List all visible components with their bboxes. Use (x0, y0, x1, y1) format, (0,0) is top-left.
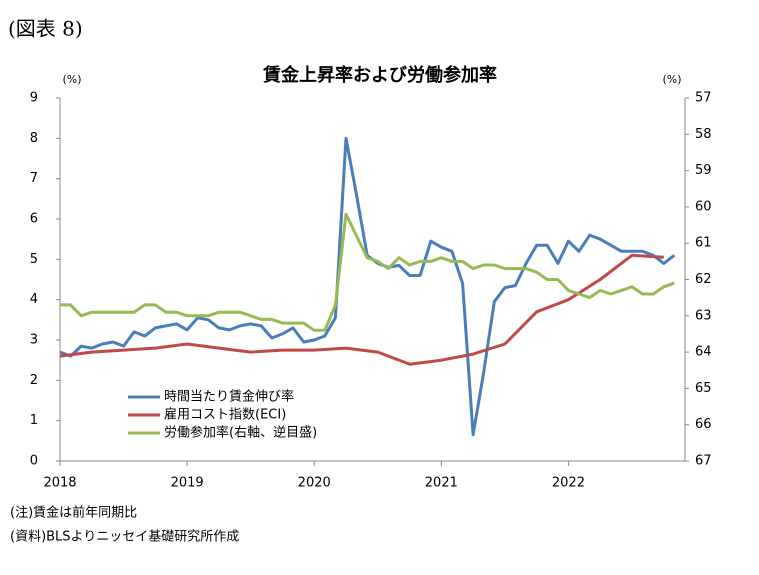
legend-label: 労働参加率(右軸、逆目盛) (164, 425, 317, 441)
x-tick-label: 2020 (298, 476, 331, 491)
legend-label: 時間当たり賃金伸び率 (164, 389, 294, 405)
series-line (59, 136, 676, 437)
x-tick-label: 2021 (425, 476, 458, 491)
y-tick-label: 8 (30, 131, 38, 146)
y-tick-label: 7 (30, 171, 38, 186)
y-tick-label: 1 (30, 413, 38, 428)
y-unit: (%) (62, 73, 81, 86)
y2-tick-label: 58 (695, 127, 712, 142)
y2-tick-label: 65 (695, 381, 712, 396)
y-tick-label: 3 (30, 333, 38, 348)
y-tick-label: 4 (30, 292, 38, 307)
y2-tick-label: 66 (695, 417, 712, 432)
y-tick-label: 9 (30, 91, 38, 106)
note: (注)賃金は前年同期比 (10, 505, 137, 521)
series-line (59, 253, 664, 366)
y2-tick-label: 59 (695, 163, 712, 178)
y-tick-label: 6 (30, 212, 38, 227)
y2-tick-label: 63 (695, 308, 712, 323)
x-tick-label: 2018 (43, 476, 76, 491)
x-tick-label: 2019 (171, 476, 204, 491)
y2-tick-label: 62 (695, 272, 712, 287)
x-tick-label: 2022 (552, 476, 585, 491)
series-line (60, 212, 675, 332)
legend-label: 雇用コスト指数(ECI) (164, 407, 286, 423)
figure-label: (図表 8) (8, 17, 83, 41)
chart-title: 賃金上昇率および労働参加率 (262, 64, 497, 86)
y-tick-label: 5 (30, 252, 38, 267)
y2-unit: (%) (662, 73, 681, 86)
note: (資料)BLSよりニッセイ基礎研究所作成 (10, 530, 239, 545)
y-tick-label: 0 (30, 454, 38, 469)
y-tick-label: 2 (30, 373, 38, 388)
y2-tick-label: 64 (695, 345, 712, 360)
y2-tick-label: 67 (695, 454, 712, 469)
y2-tick-label: 61 (695, 236, 712, 251)
y2-tick-label: 60 (695, 199, 712, 214)
y2-tick-label: 57 (695, 91, 712, 106)
